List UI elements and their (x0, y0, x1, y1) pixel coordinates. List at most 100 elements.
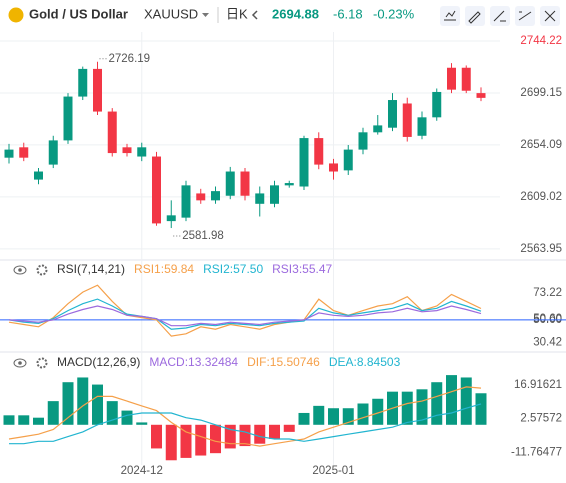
candle-body (476, 93, 486, 98)
histogram-bar (77, 377, 89, 425)
histogram-bar (313, 405, 325, 425)
candle-body (447, 67, 456, 90)
histogram-bar (106, 401, 118, 425)
histogram-bar (62, 382, 74, 425)
series-line (8, 298, 482, 330)
series-line (8, 386, 482, 447)
candle-body (373, 125, 383, 133)
y-tick-label: 16.91621 (514, 379, 562, 391)
histogram-bar (33, 417, 44, 425)
candle-body (181, 185, 191, 218)
series-legend-value: 59.84 (164, 262, 194, 276)
interval[interactable]: 日K (226, 6, 248, 21)
indicator-button[interactable] (440, 6, 460, 26)
macd-controls (13, 357, 48, 369)
candle-body (166, 215, 176, 222)
histogram-bar (136, 422, 148, 425)
candle-body (34, 171, 43, 180)
histogram-bar (283, 424, 295, 432)
y-tick-label: 2744.22 (520, 35, 562, 47)
histogram-bar (18, 415, 30, 425)
extreme-label: 2726.19 (109, 53, 151, 65)
series-line (8, 284, 482, 337)
histogram-bar (328, 408, 339, 425)
candle-body (240, 171, 250, 196)
y-tick-label: 73.22 (533, 287, 562, 299)
histogram-bar (401, 391, 413, 425)
series-line (8, 305, 482, 327)
candle-body (78, 68, 88, 97)
gear-icon[interactable] (36, 357, 48, 369)
rsi-controls (13, 264, 48, 276)
y-tick-label: 2563.95 (520, 243, 562, 255)
x-tick-label: 2025-01 (312, 465, 354, 477)
series-legend-name: DIF: (247, 355, 270, 369)
histogram-bar (342, 408, 354, 425)
candle-body (461, 67, 471, 91)
series-legend-value: 15.50746 (270, 355, 320, 369)
icon (518, 11, 532, 21)
y-tick-label: 2.57572 (520, 413, 562, 425)
eye-icon[interactable] (13, 265, 27, 275)
histogram-bar (151, 424, 162, 449)
eye-pupil (18, 268, 22, 272)
indicator-title: MACD(12,26,9) (57, 355, 140, 369)
candle-body (19, 147, 29, 158)
y-tick-label: 30.42 (533, 337, 562, 349)
indicator-legend: MACD(12,26,9) MACD:13.32484 DIF:15.50746 DE… (57, 355, 401, 369)
series-legend-value: 57.50 (233, 262, 263, 276)
icon (493, 10, 506, 22)
histogram-legend-name: MACD: (149, 355, 188, 369)
symbol-icon (8, 7, 24, 23)
histogram-bar (357, 403, 369, 425)
series-legend-name: RSI1: (134, 262, 164, 276)
candle-body (93, 68, 102, 112)
candle-body (358, 132, 368, 150)
candle-body (63, 96, 73, 141)
candle-body (4, 149, 14, 158)
symbol: XAUUSD (144, 6, 198, 21)
histogram-bar (460, 377, 472, 425)
series-legend-name: DEA: (329, 355, 357, 369)
histogram-bar (254, 424, 266, 444)
dropdown[interactable] (202, 13, 209, 17)
candle-body (388, 100, 397, 128)
edit-button[interactable] (490, 6, 510, 26)
interval-arrow[interactable] (251, 10, 258, 20)
icon (444, 10, 456, 21)
candle-body (48, 140, 58, 165)
extreme-label: 2581.98 (182, 230, 224, 242)
eye-icon[interactable] (13, 358, 27, 368)
histogram-bar (239, 424, 251, 447)
histogram-bar (3, 415, 15, 425)
candle-body (417, 117, 427, 136)
histogram-bar (224, 424, 236, 449)
icon (544, 10, 556, 22)
histogram-bar (195, 424, 207, 456)
y-tick-label: 2654.09 (520, 139, 562, 151)
candle-body (225, 171, 235, 196)
candle-body (255, 193, 265, 204)
histogram-bar (47, 401, 59, 425)
histogram-bar (92, 384, 103, 425)
candle-body (137, 147, 147, 157)
histogram-bar (416, 389, 428, 425)
last-price: 2694.88 (272, 6, 319, 21)
histogram-bar (431, 382, 443, 425)
draw-button[interactable] (465, 6, 485, 26)
candle-body (107, 111, 117, 154)
y-tick-label: 2699.15 (520, 87, 562, 99)
series-legend-name: RSI2: (203, 262, 233, 276)
candle-body (402, 103, 412, 137)
histogram-bar (475, 393, 487, 425)
histogram-bar (269, 424, 280, 439)
price-change-pct: -0.23% (373, 6, 415, 21)
candle-body (270, 185, 279, 204)
candle-body (196, 193, 206, 201)
y-tick-label: 2609.02 (520, 191, 562, 203)
histogram-bar (210, 424, 221, 454)
series-legend-value: 55.47 (302, 262, 332, 276)
gear-icon[interactable] (36, 264, 48, 276)
series-legend-name: RSI3: (272, 262, 302, 276)
candle-body (314, 138, 324, 165)
